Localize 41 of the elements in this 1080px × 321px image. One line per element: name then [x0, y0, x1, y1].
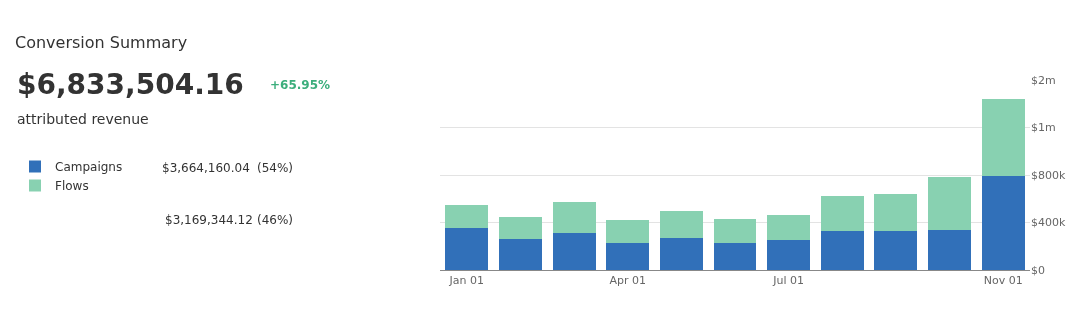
- text: $3,664,160.04: [162, 161, 250, 175]
- bar: [767, 240, 811, 270]
- text: attributed revenue: [17, 111, 149, 127]
- bar: [820, 196, 864, 231]
- x-tick-label: Nov 01: [983, 274, 1023, 288]
- text: (54%): [257, 161, 294, 175]
- legend-label: Flows: [55, 179, 89, 194]
- bar: [928, 229, 971, 270]
- bar: [445, 204, 489, 229]
- x-tick-label: Jul 01: [772, 274, 805, 288]
- y-tick-label: $800k: [1031, 168, 1066, 182]
- y-tick-label: $1m: [1031, 121, 1056, 135]
- bar: [659, 210, 703, 238]
- bar: [874, 230, 918, 270]
- bar: [713, 218, 757, 243]
- bar: [981, 99, 1025, 177]
- bar: [445, 228, 489, 270]
- x-tick-label: Jan 01: [448, 274, 485, 288]
- bar: [606, 242, 650, 270]
- y-tick-label: $0: [1031, 263, 1045, 277]
- bar: [820, 230, 864, 270]
- bar: [499, 216, 542, 240]
- bar: [499, 239, 542, 270]
- bar: [659, 237, 703, 270]
- text: (46%): [257, 213, 294, 227]
- y-tick-label: $2m: [1031, 73, 1056, 87]
- x-tick-label: Apr 01: [609, 274, 646, 288]
- text: $6,833,504.16: [17, 68, 244, 101]
- bar: [767, 215, 811, 241]
- bar: [928, 177, 971, 230]
- legend-label: Campaigns: [55, 160, 123, 175]
- text: $3,169,344.12: [165, 213, 253, 227]
- bar: [981, 176, 1025, 270]
- bar: [606, 220, 650, 243]
- bar: [552, 202, 596, 234]
- text: +65.95%: [270, 78, 331, 92]
- bar: [874, 194, 918, 231]
- text: Conversion Summary: [15, 32, 188, 52]
- bar: [713, 242, 757, 270]
- bar: [552, 233, 596, 270]
- y-tick-label: $400k: [1031, 216, 1066, 230]
